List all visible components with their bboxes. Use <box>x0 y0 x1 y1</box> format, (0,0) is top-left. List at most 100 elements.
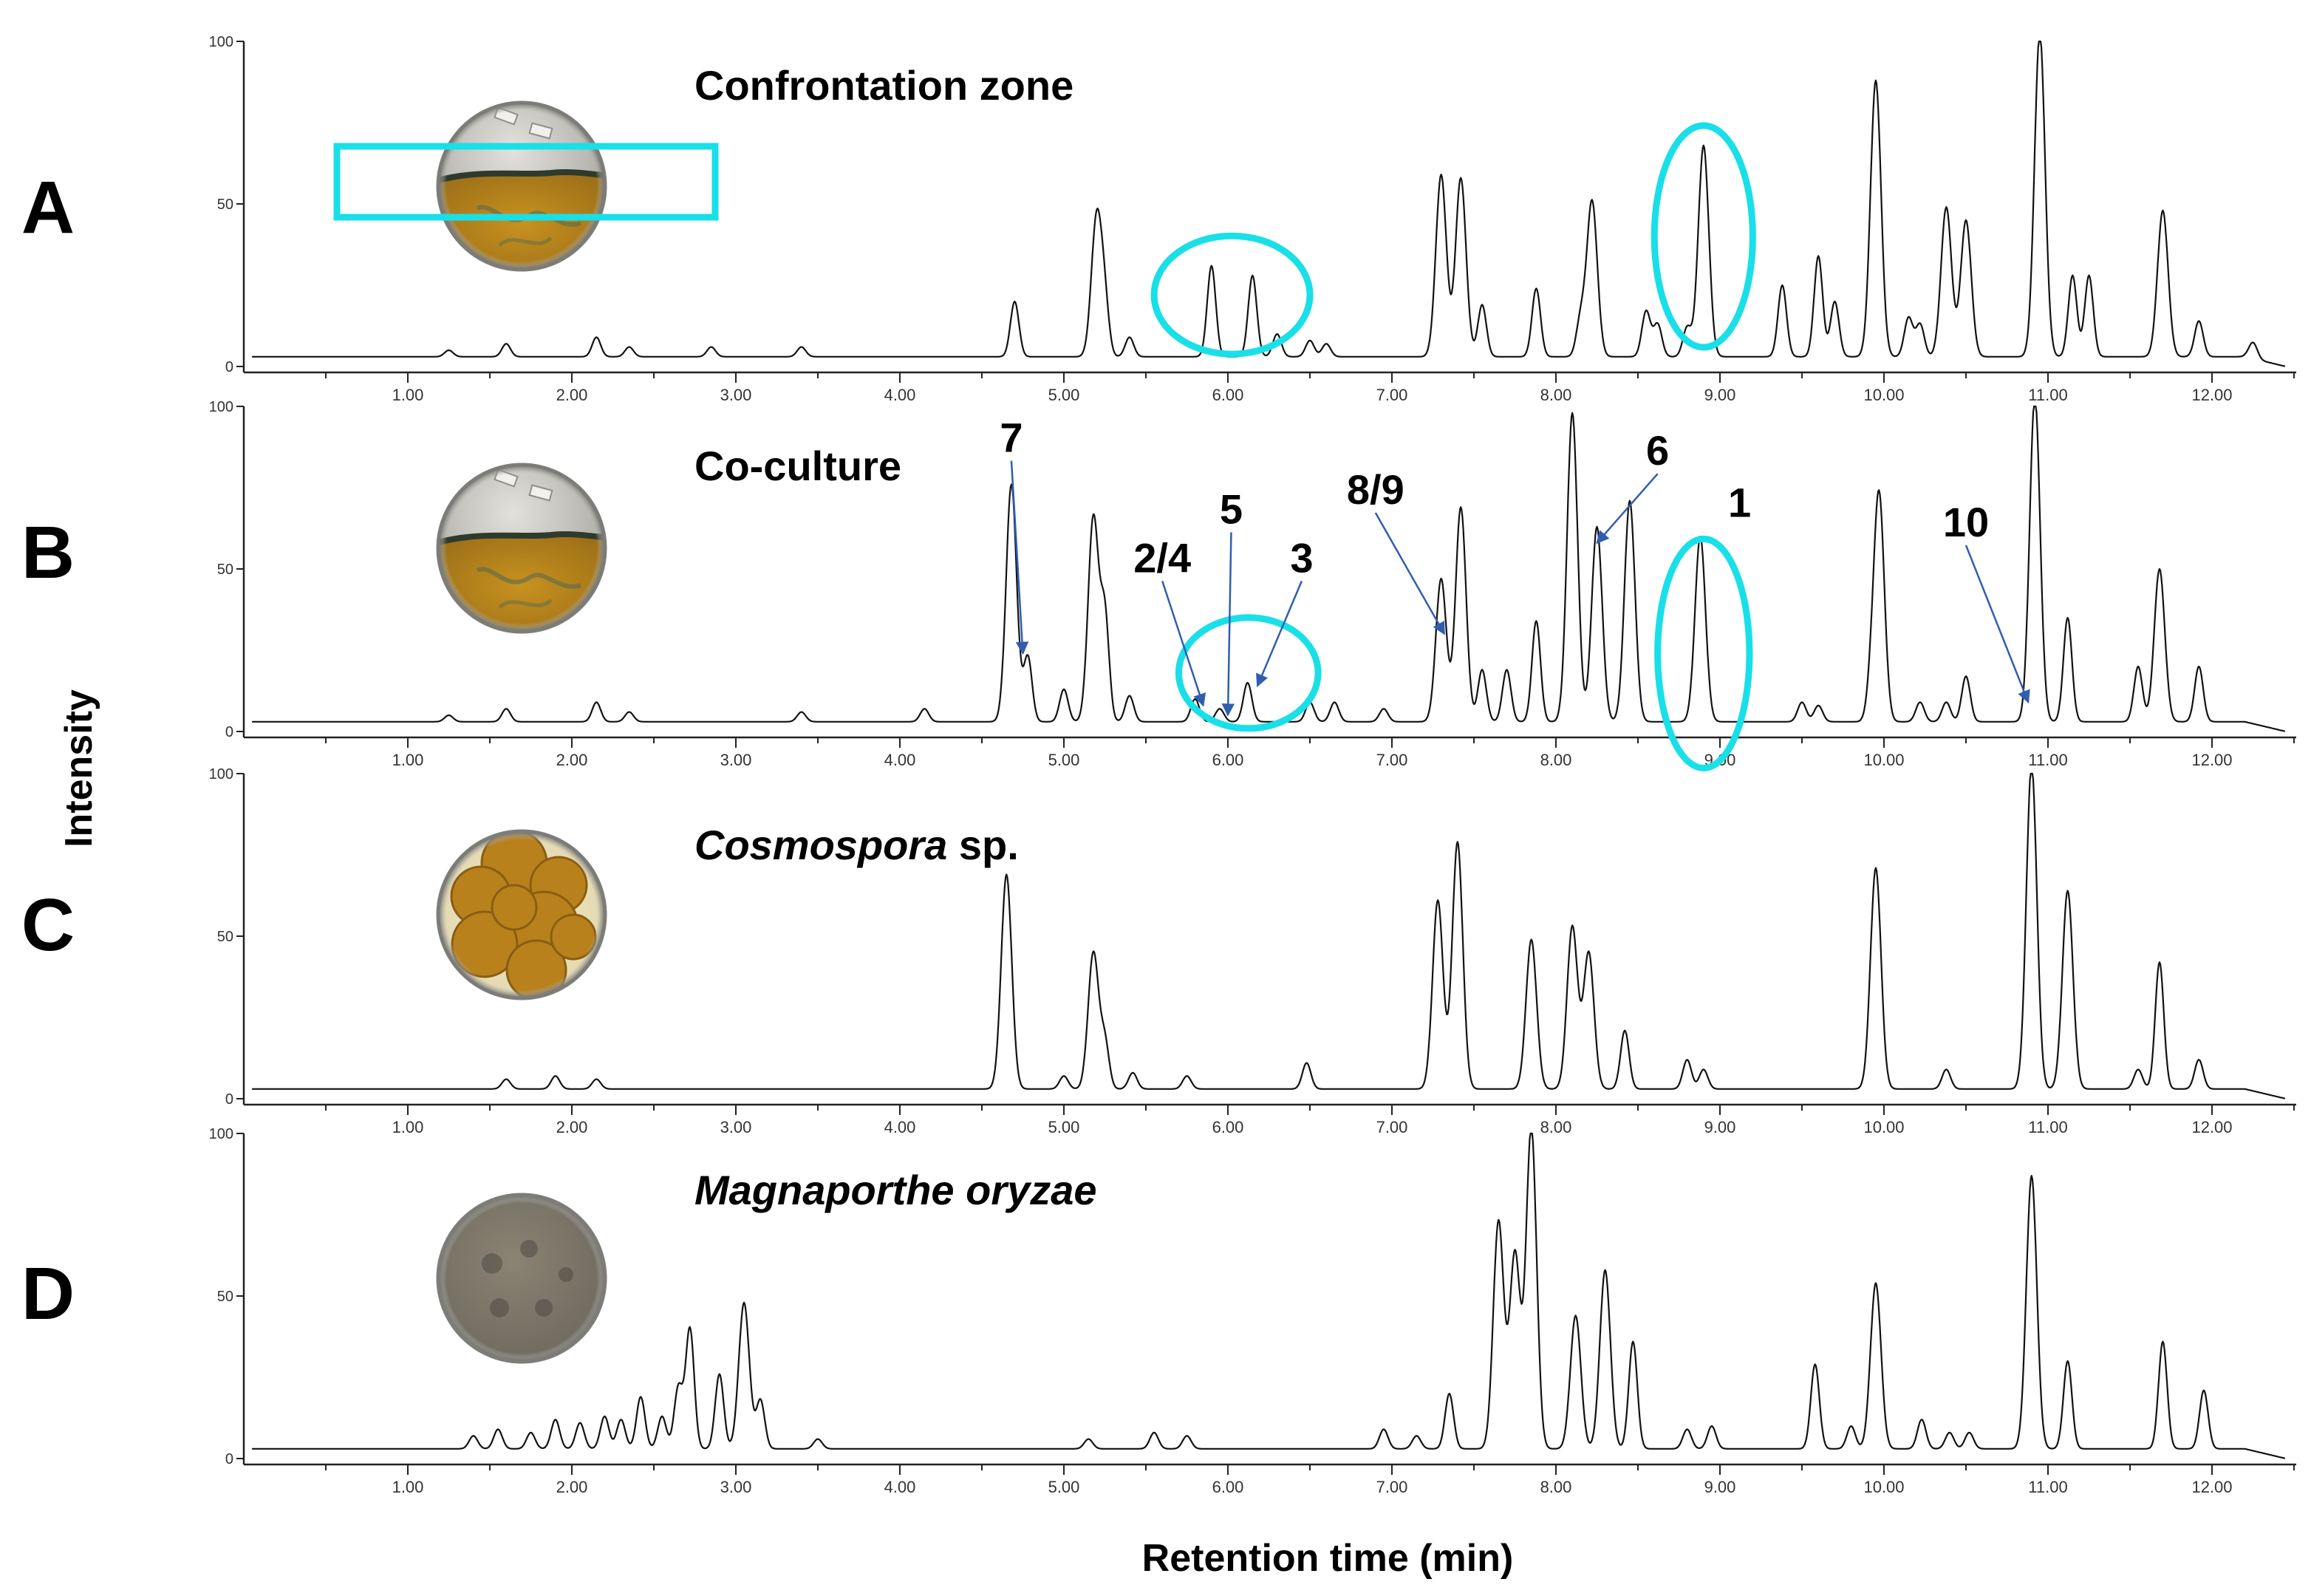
x-tick-label: 5.00 <box>1048 1478 1080 1496</box>
x-tick-label: 10.00 <box>1863 386 1904 404</box>
x-tick-label: 10.00 <box>1863 1478 1904 1496</box>
peak-arrow <box>1964 545 2030 704</box>
panel-C: 100 50 0 1.00 2.00 3.00 4.00 5.00 6.00 7.00 8.00 9.… <box>21 766 2296 1136</box>
x-tick-label: 7.00 <box>1376 751 1408 769</box>
sample-label: Magnaporthe oryzae <box>694 1167 1097 1213</box>
peak-label-6: 6 <box>1646 427 1669 474</box>
y-tick-label: 0 <box>225 724 233 740</box>
chromatogram-trace-A <box>252 40 2285 367</box>
panel-A: 100 50 0 1.00 2.00 3.00 4.00 5.00 6.00 7.00 8.00 9.… <box>21 34 2296 404</box>
y-tick-label: 50 <box>217 562 233 578</box>
x-tick-label: 6.00 <box>1212 386 1244 404</box>
y-tick-label: 50 <box>217 197 233 213</box>
x-tick-label: 5.00 <box>1048 1118 1080 1136</box>
highlight-ellipse <box>1175 614 1322 732</box>
panel-letter-D: D <box>21 1252 75 1335</box>
x-tick-label: 9.00 <box>1704 1478 1736 1496</box>
x-tick-label: 8.00 <box>1540 1478 1572 1496</box>
x-tick-label: 9.00 <box>1704 386 1736 404</box>
peak-arrow <box>1010 460 1029 655</box>
peak-arrow <box>1374 512 1446 635</box>
peak-label-10: 10 <box>1943 499 1989 545</box>
x-tick-label: 1.00 <box>392 751 424 769</box>
x-tick-label: 12.00 <box>2191 1118 2232 1136</box>
peak-label-7: 7 <box>1000 415 1023 461</box>
x-tick-label: 12.00 <box>2191 751 2232 769</box>
x-tick-label: 7.00 <box>1376 386 1408 404</box>
peak-arrow <box>1596 473 1659 545</box>
x-tick-label: 12.00 <box>2191 386 2232 404</box>
peak-arrow <box>1161 581 1206 707</box>
y-tick-label: 0 <box>225 1091 233 1108</box>
x-tick-label: 12.00 <box>2191 1478 2232 1496</box>
x-tick-label: 6.00 <box>1212 1118 1244 1136</box>
y-tick-label: 100 <box>209 1126 233 1142</box>
chromatogram-trace-C <box>252 772 2285 1099</box>
x-tick-label: 11.00 <box>2028 386 2067 404</box>
x-tick-label: 4.00 <box>884 751 916 769</box>
x-tick-label: 11.00 <box>2028 1118 2067 1136</box>
x-tick-label: 11.00 <box>2028 751 2067 769</box>
petri-dish-cosmospora <box>436 829 607 1000</box>
petri-dish-confrontation-zone <box>436 100 607 272</box>
peak-arrow <box>1221 532 1235 717</box>
peak-label-8-9: 8/9 <box>1347 466 1404 513</box>
x-tick-label: 4.00 <box>884 386 916 404</box>
panel-letter-B: B <box>21 511 75 594</box>
y-tick-label: 0 <box>225 359 233 375</box>
x-tick-label: 2.00 <box>556 386 588 404</box>
petri-dish-co-culture <box>436 463 607 634</box>
confrontation-zone-box <box>333 143 719 221</box>
x-tick-label: 1.00 <box>392 1478 424 1496</box>
x-axis-title: Retention time (min) <box>1142 1537 1514 1580</box>
x-tick-label: 8.00 <box>1540 751 1572 769</box>
y-tick-label: 100 <box>209 34 233 50</box>
x-tick-label: 5.00 <box>1048 386 1080 404</box>
y-tick-label: 50 <box>217 1289 233 1305</box>
x-tick-label: 10.00 <box>1863 751 1904 769</box>
x-tick-label: 7.00 <box>1376 1478 1408 1496</box>
highlight-ellipse <box>1654 535 1753 771</box>
x-tick-label: 11.00 <box>2028 1478 2067 1496</box>
x-tick-label: 8.00 <box>1540 1118 1572 1136</box>
x-tick-label: 9.00 <box>1704 1118 1736 1136</box>
y-tick-label: 50 <box>217 929 233 945</box>
peak-arrow <box>1256 580 1303 688</box>
x-tick-label: 2.00 <box>556 1478 588 1496</box>
x-tick-label: 8.00 <box>1540 386 1572 404</box>
y-tick-label: 0 <box>225 1451 233 1467</box>
x-tick-label: 6.00 <box>1212 751 1244 769</box>
x-tick-label: 3.00 <box>720 1118 752 1136</box>
x-tick-label: 4.00 <box>884 1118 916 1136</box>
panel-D: 100 50 0 1.00 2.00 3.00 4.00 5.00 6.00 7.00 8.00 9.… <box>21 1126 2296 1496</box>
x-tick-label: 3.00 <box>720 386 752 404</box>
x-tick-label: 1.00 <box>392 386 424 404</box>
panel-letter-C: C <box>21 884 75 966</box>
sample-label: Confrontation zone <box>694 62 1073 109</box>
x-tick-label: 3.00 <box>720 1478 752 1496</box>
sample-label: Co-culture <box>694 443 901 489</box>
peak-label-2-4: 2/4 <box>1133 534 1191 581</box>
petri-dish-magnaporthe-oryzae <box>436 1193 607 1364</box>
highlight-ellipse <box>1651 122 1756 351</box>
x-tick-label: 7.00 <box>1376 1118 1408 1136</box>
x-tick-label: 4.00 <box>884 1478 916 1496</box>
x-tick-label: 2.00 <box>556 751 588 769</box>
peak-label-3: 3 <box>1290 534 1313 581</box>
y-tick-label: 100 <box>209 766 233 782</box>
x-tick-label: 5.00 <box>1048 751 1080 769</box>
x-tick-label: 2.00 <box>556 1118 588 1136</box>
peak-label-5: 5 <box>1220 485 1243 532</box>
sample-label: Cosmospora sp. <box>694 822 1019 868</box>
highlight-ellipse <box>1150 232 1314 358</box>
x-tick-label: 10.00 <box>1863 1118 1904 1136</box>
peak-label-1: 1 <box>1728 480 1751 526</box>
panel-letter-A: A <box>21 166 75 249</box>
x-tick-label: 3.00 <box>720 751 752 769</box>
chromatogram-trace-D <box>252 1132 2285 1459</box>
y-tick-label: 100 <box>209 399 233 415</box>
x-tick-label: 1.00 <box>392 1118 424 1136</box>
chromatogram-trace-B <box>252 405 2285 732</box>
